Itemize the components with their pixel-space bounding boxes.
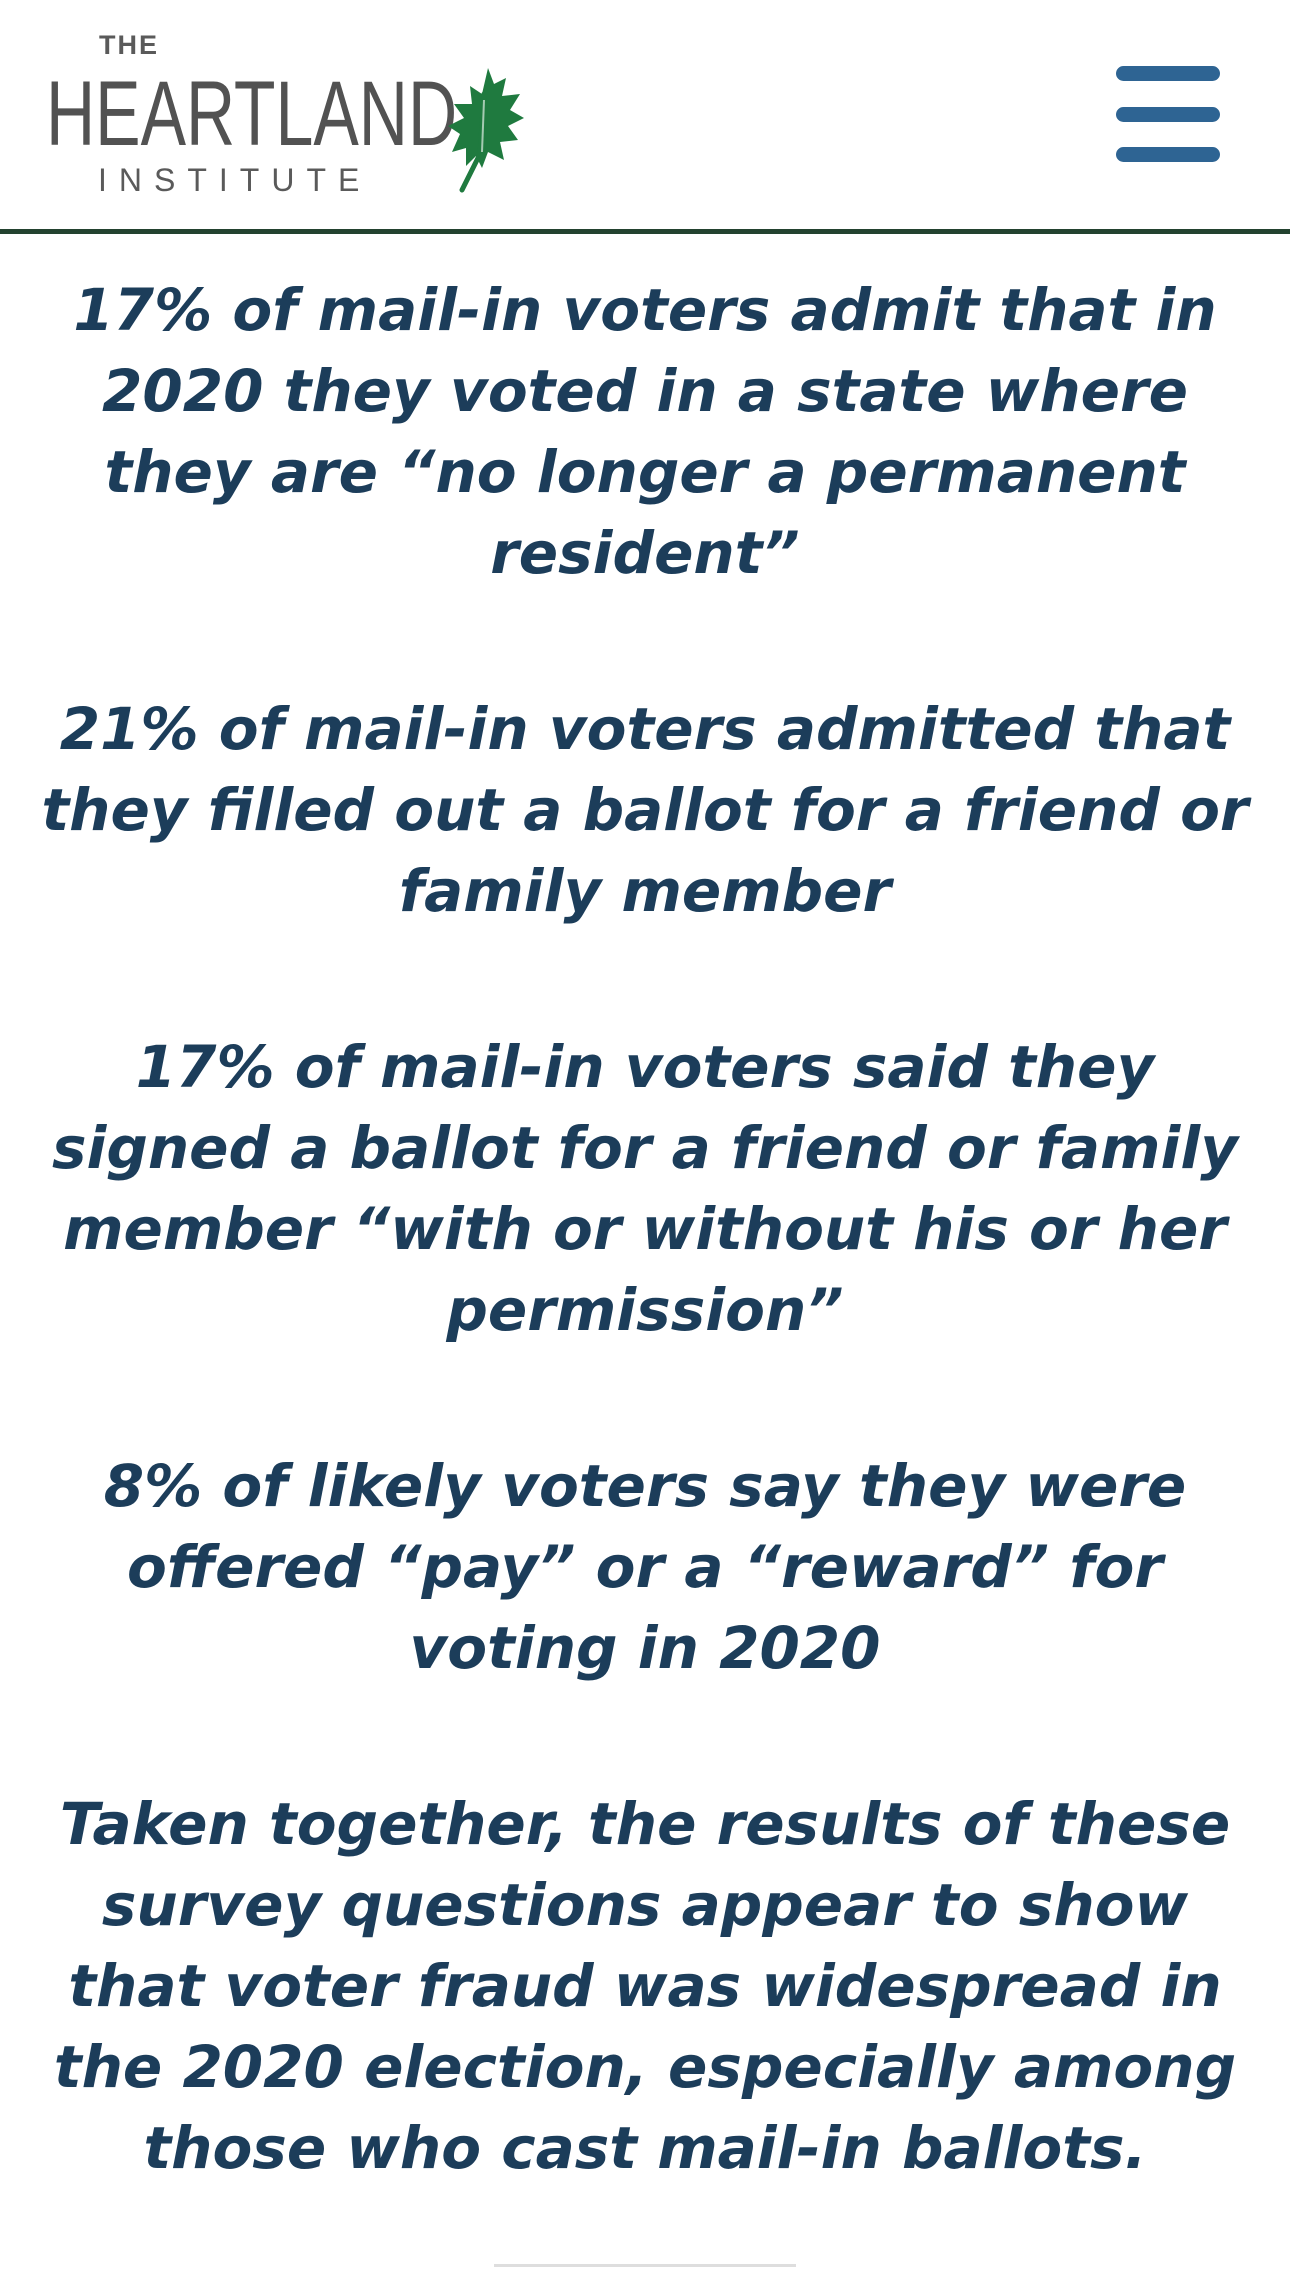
menu-bar-middle: [1116, 107, 1220, 122]
statement-filled-ballot: 21% of mail-in voters admitted that they…: [41, 695, 1249, 925]
section-divider: [494, 2264, 796, 2267]
oak-leaf-icon: [448, 68, 524, 193]
logo-heartland-text: HEARTLAND: [46, 63, 458, 165]
statement-offered-pay: 8% of likely voters say they were offere…: [103, 1452, 1187, 1682]
site-header: THE HEARTLAND INSTITUTE: [0, 0, 1290, 234]
statement-conclusion: Taken together, the results of these sur…: [53, 1790, 1237, 2182]
hamburger-menu-icon[interactable]: [1112, 66, 1222, 162]
statement-residency: 17% of mail-in voters admit that in 2020…: [73, 276, 1217, 587]
statement-signed-ballot: 17% of mail-in voters said they signed a…: [51, 1033, 1239, 1344]
menu-bar-top: [1116, 66, 1220, 81]
menu-bar-bottom: [1116, 147, 1220, 162]
logo-institute-text: INSTITUTE: [98, 162, 372, 198]
logo-the-text: THE: [99, 30, 159, 60]
heartland-institute-logo[interactable]: THE HEARTLAND INSTITUTE: [46, 30, 536, 200]
